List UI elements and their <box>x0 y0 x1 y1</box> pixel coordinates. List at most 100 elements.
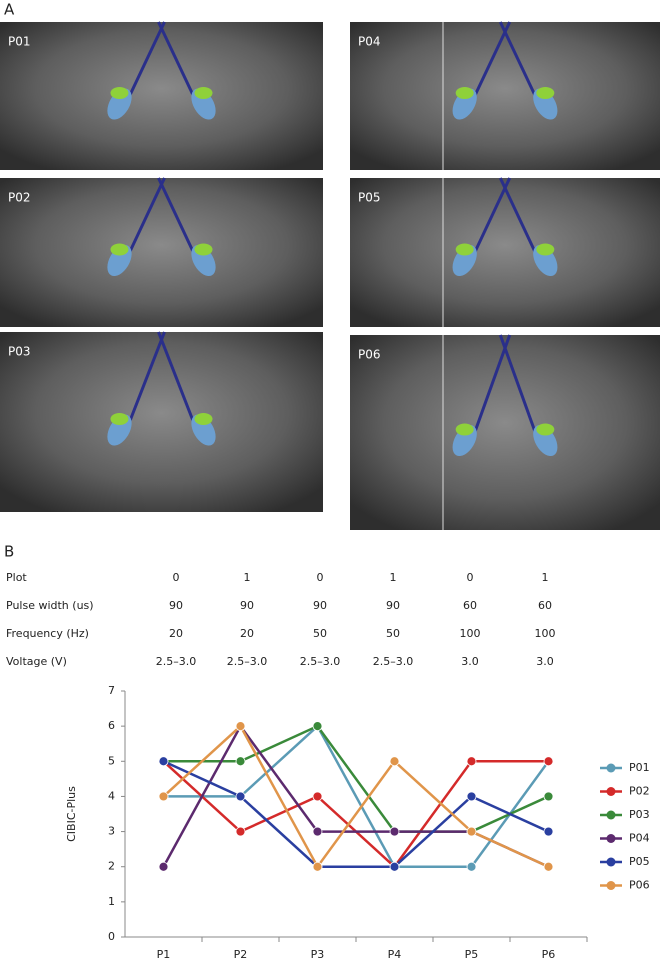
point <box>312 721 323 732</box>
row-header: Voltage (V) <box>6 655 67 668</box>
vta <box>455 243 474 256</box>
mri-image <box>350 335 660 530</box>
y-tick-label: 3 <box>108 825 115 838</box>
electrode <box>157 177 195 254</box>
point <box>235 791 246 802</box>
mri-image <box>0 22 323 170</box>
legend-marker <box>606 834 616 843</box>
image-label: P06 <box>358 348 381 362</box>
row-header: Plot <box>6 571 27 584</box>
vta <box>455 87 474 99</box>
electrode <box>157 21 195 97</box>
table-cell: 2.5–3.0 <box>227 655 268 668</box>
vta <box>455 423 474 436</box>
table-cell: 60 <box>463 599 477 612</box>
electrode <box>128 177 166 254</box>
row-header: Pulse width (us) <box>6 599 94 612</box>
table-cell: 0 <box>317 571 324 584</box>
point <box>543 826 554 837</box>
legend-marker <box>606 881 616 890</box>
panel-label: A <box>4 1 15 19</box>
point <box>389 861 400 872</box>
x-tick-label: P1 <box>157 948 171 961</box>
x-tick-label: P3 <box>311 948 325 961</box>
table-cell: 0 <box>467 571 474 584</box>
electrode <box>128 331 166 423</box>
vta <box>536 423 555 436</box>
point <box>543 791 554 802</box>
electrode <box>157 331 195 423</box>
point <box>235 756 246 767</box>
image-label: P02 <box>8 191 31 205</box>
point <box>389 826 400 837</box>
vta <box>536 87 555 99</box>
legend-label: P05 <box>629 855 650 868</box>
image-label: P01 <box>8 35 31 49</box>
table-cell: 2.5–3.0 <box>300 655 341 668</box>
table-cell: 3.0 <box>461 655 479 668</box>
vta <box>110 413 129 425</box>
point <box>158 756 169 767</box>
x-tick-label: P6 <box>542 948 556 961</box>
vta <box>194 243 213 256</box>
point <box>389 756 400 767</box>
legend-label: P03 <box>629 808 650 821</box>
mri-image <box>0 178 323 327</box>
image-label: P04 <box>358 35 381 49</box>
table-cell: 90 <box>386 599 400 612</box>
point <box>235 826 246 837</box>
legend-label: P04 <box>629 832 650 845</box>
legend-label: P01 <box>629 761 650 774</box>
electrode <box>498 334 537 434</box>
legend-label: P06 <box>629 879 650 892</box>
mri-image <box>350 178 660 327</box>
point <box>235 721 246 732</box>
point <box>466 791 477 802</box>
y-tick-label: 0 <box>108 930 115 943</box>
point <box>312 791 323 802</box>
table-cell: 3.0 <box>536 655 554 668</box>
point <box>466 861 477 872</box>
table-cell: 90 <box>313 599 327 612</box>
point <box>312 826 323 837</box>
x-tick-label: P2 <box>234 948 248 961</box>
y-tick-label: 7 <box>108 684 115 697</box>
mri-image <box>0 332 323 512</box>
series-line <box>163 724 550 868</box>
table-cell: 2.5–3.0 <box>156 655 197 668</box>
point <box>158 791 169 802</box>
vta <box>194 413 213 425</box>
table-cell: 1 <box>390 571 397 584</box>
table-cell: 20 <box>240 627 254 640</box>
table-cell: 1 <box>244 571 251 584</box>
electrode <box>473 21 512 97</box>
table-cell: 20 <box>169 627 183 640</box>
table-cell: 1 <box>542 571 549 584</box>
legend-marker <box>606 857 616 867</box>
electrode <box>473 177 512 254</box>
table-cell: 2.5–3.0 <box>373 655 414 668</box>
table-cell: 0 <box>173 571 180 584</box>
legend-marker <box>606 763 616 773</box>
x-tick-label: P5 <box>465 948 479 961</box>
image-label: P05 <box>358 191 381 205</box>
x-tick-label: P4 <box>388 948 402 961</box>
electrode <box>498 21 537 97</box>
vta <box>110 243 129 256</box>
panel-label: B <box>4 543 14 561</box>
legend-label: P02 <box>629 785 650 798</box>
vta <box>536 243 555 256</box>
y-tick-label: 6 <box>108 719 115 732</box>
electrode <box>498 177 537 254</box>
point <box>312 861 323 872</box>
table-cell: 100 <box>460 627 481 640</box>
table-cell: 50 <box>386 627 400 640</box>
electrode <box>128 21 166 97</box>
y-tick-label: 5 <box>108 754 115 767</box>
legend-marker <box>606 787 616 796</box>
table-cell: 100 <box>535 627 556 640</box>
vta <box>110 87 129 99</box>
series-line <box>163 724 550 833</box>
y-tick-label: 2 <box>108 860 115 873</box>
